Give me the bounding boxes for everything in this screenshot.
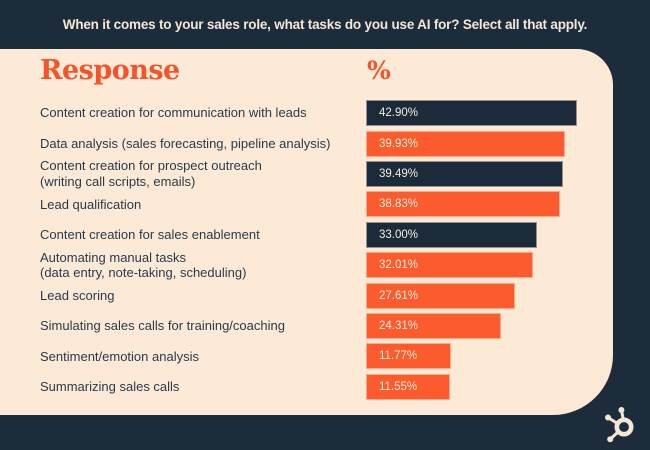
row-label: Content creation for communication with … xyxy=(40,105,307,121)
percent-column-header: % xyxy=(367,56,391,85)
table-row: Lead qualification 38.83% xyxy=(40,189,613,219)
bar: 27.61% xyxy=(366,282,515,309)
bar: 39.49% xyxy=(366,160,563,187)
table-row: Content creation for prospect outreach (… xyxy=(40,158,613,189)
question-title: When it comes to your sales role, what t… xyxy=(62,17,588,32)
table-row: Simulating sales calls for training/coac… xyxy=(40,311,613,341)
row-label: Automating manual tasks (data entry, not… xyxy=(40,249,247,281)
response-column-header: Response xyxy=(40,55,180,86)
bar-value-label: 11.77% xyxy=(379,350,418,363)
row-label: Lead qualification xyxy=(40,196,142,212)
bar-value-label: 42.90% xyxy=(379,107,419,120)
bar-value-label: 38.83% xyxy=(379,198,419,211)
bar: 11.77% xyxy=(366,343,451,370)
table-row: Automating manual tasks (data entry, not… xyxy=(40,250,613,280)
table-row: Content creation for sales enablement 33… xyxy=(40,220,613,250)
row-label: Lead scoring xyxy=(40,287,115,303)
bar-value-label: 24.31% xyxy=(379,319,419,332)
bar: 39.93% xyxy=(366,130,565,157)
hubspot-sprocket-icon xyxy=(605,407,634,443)
bar: 42.90% xyxy=(366,100,577,127)
row-label: Content creation for sales enablement xyxy=(40,227,260,242)
bar-value-label: 39.93% xyxy=(379,137,419,150)
column-headers: Response % xyxy=(40,55,613,93)
question-banner: When it comes to your sales role, what t… xyxy=(0,0,650,49)
table-row: Data analysis (sales forecasting, pipeli… xyxy=(40,128,613,158)
bar-value-label: 32.01% xyxy=(379,259,419,272)
bar-value-label: 33.00% xyxy=(379,228,419,241)
table-row: Sentiment/emotion analysis 11.77% xyxy=(40,341,613,371)
bar-value-label: 27.61% xyxy=(379,289,419,302)
bar: 24.31% xyxy=(366,312,501,339)
bar: 38.83% xyxy=(366,191,560,218)
bar: 32.01% xyxy=(366,252,533,279)
row-label: Summarizing sales calls xyxy=(40,378,180,394)
table-row: Lead scoring 27.61% xyxy=(40,280,613,310)
bar-value-label: 11.55% xyxy=(379,380,418,393)
table-row: Content creation for communication with … xyxy=(40,98,613,128)
bar: 11.55% xyxy=(366,373,450,400)
bar-rows: Content creation for communication with … xyxy=(40,98,613,402)
bar: 33.00% xyxy=(366,221,537,248)
bar-value-label: 39.49% xyxy=(379,167,419,180)
chart-panel: Response % Content creation for communic… xyxy=(0,49,613,415)
row-label: Simulating sales calls for training/coac… xyxy=(40,318,285,334)
row-label: Data analysis (sales forecasting, pipeli… xyxy=(40,135,331,151)
row-label: Content creation for prospect outreach (… xyxy=(40,158,262,189)
table-row: Summarizing sales calls 11.55% xyxy=(40,372,613,402)
row-label: Sentiment/emotion analysis xyxy=(40,348,199,364)
